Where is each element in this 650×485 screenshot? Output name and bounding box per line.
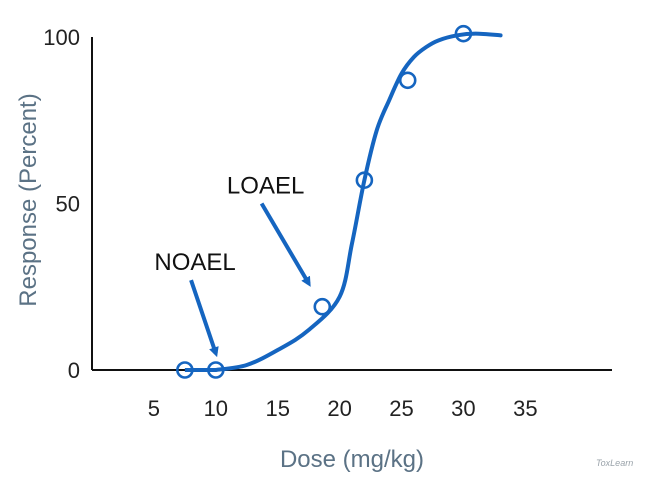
y-tick-label: 100 [43, 25, 80, 50]
annotation-arrow [189, 279, 219, 358]
data-point-marker [398, 71, 417, 90]
data-point-marker [313, 297, 332, 316]
response-curve [184, 31, 503, 372]
x-tick-label: 35 [513, 396, 537, 421]
x-tick-label: 5 [148, 396, 160, 421]
data-point-marker [207, 361, 225, 379]
axes [91, 37, 612, 371]
x-tick-label: 15 [265, 396, 289, 421]
x-tick-label: 20 [327, 396, 351, 421]
x-tick-label: 10 [204, 396, 228, 421]
data-point-marker [454, 24, 473, 43]
x-tick-label: 25 [389, 396, 413, 421]
data-point-marker [176, 361, 194, 379]
annotation-label-loael: LOAEL [227, 173, 304, 200]
watermark-text: ToxLearn [596, 458, 633, 468]
x-axis-title: Dose (mg/kg) [280, 446, 424, 473]
data-point-marker [355, 171, 374, 189]
y-tick-label: 50 [56, 192, 80, 217]
response-curve-line [213, 31, 503, 372]
y-axis-title: Response (Percent) [15, 93, 42, 306]
annotations: NOAEL LOAEL [154, 173, 311, 358]
x-tick-label: 30 [451, 396, 475, 421]
data-points [176, 24, 473, 379]
y-tick-label: 0 [68, 358, 80, 383]
annotation-arrow [259, 202, 311, 287]
labels: 5 10 15 20 25 30 35 0 50 100 Dose (mg/kg) Response … [15, 25, 633, 473]
annotation-label-noael: NOAEL [154, 249, 235, 276]
